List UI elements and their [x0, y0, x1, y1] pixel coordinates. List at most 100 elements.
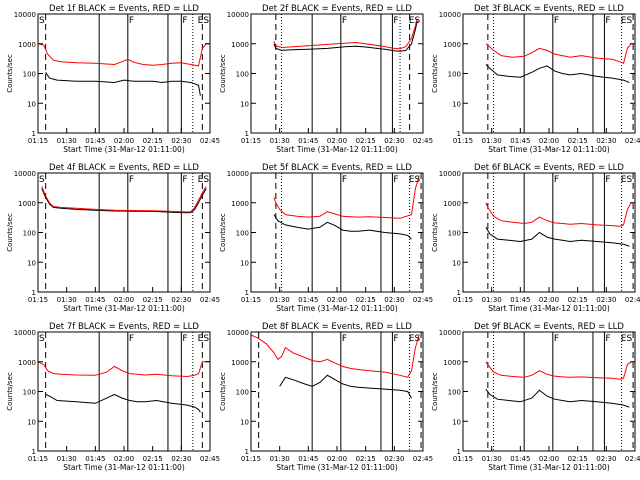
y-axis-label: Counts/sec	[219, 54, 227, 93]
y-tick-label: 1	[32, 130, 36, 138]
plot-frame	[37, 331, 211, 452]
y-tick-label: 10000	[227, 170, 249, 178]
series-events-line	[485, 388, 630, 408]
x-tick-label: 02:00	[114, 137, 134, 145]
y-tick-label: 1	[245, 289, 249, 297]
y-tick-label: 10	[240, 418, 249, 426]
marker-s: S	[203, 16, 209, 26]
x-axis-label: Start Time (31-Mar-12 01:11:00)	[488, 463, 610, 472]
marker-f: F	[129, 175, 134, 185]
y-tick-label: 10000	[439, 11, 461, 19]
y-tick-label: 1	[457, 289, 461, 297]
x-tick-label: 02:45	[625, 296, 640, 304]
panel-title: Det 1f BLACK = Events, RED = LLD	[49, 4, 199, 14]
x-tick-label: 01:45	[298, 137, 318, 145]
y-tick-label: 10000	[227, 329, 249, 337]
series-lld-line	[273, 18, 418, 50]
y-tick-label: 1	[457, 448, 461, 456]
y-axis-label: Counts/sec	[431, 372, 439, 411]
x-tick-label: 02:00	[114, 455, 134, 463]
marker-e: E	[409, 334, 415, 344]
x-tick-label: 01:15	[28, 137, 48, 145]
x-tick-label: 01:15	[241, 455, 261, 463]
y-tick-label: 100	[23, 230, 36, 238]
marker-f: F	[393, 334, 398, 344]
panel-title: Det 8f BLACK = Events, RED = LLD	[262, 322, 412, 332]
panel-det-4: Det 4f BLACK = Events, RED = LLD 1 10 100 10…	[6, 163, 220, 313]
panel-det-5: Det 5f BLACK = Events, RED = LLD 1 10 100 10…	[219, 163, 433, 313]
marker-f: F	[182, 16, 187, 26]
x-tick-label: 02:00	[539, 296, 559, 304]
x-tick-label: 02:30	[384, 137, 404, 145]
y-tick-label: 1	[32, 448, 36, 456]
x-tick-label: 02:45	[200, 455, 220, 463]
x-tick-label: 01:30	[482, 137, 502, 145]
x-tick-label: 02:30	[171, 296, 191, 304]
x-tick-label: 01:15	[241, 296, 261, 304]
plot-frame	[250, 331, 424, 452]
y-tick-label: 1000	[231, 359, 249, 367]
series-events-line	[279, 374, 412, 399]
y-tick-label: 10	[452, 259, 461, 267]
x-axis-label: Start Time (31-Mar-12 01:11:00)	[63, 145, 185, 154]
x-tick-label: 02:00	[327, 137, 347, 145]
x-tick-label: 02:30	[596, 455, 616, 463]
x-tick-label: 01:30	[57, 137, 77, 145]
x-tick-label: 01:45	[298, 455, 318, 463]
y-tick-label: 100	[448, 230, 461, 238]
x-tick-label: 01:45	[510, 455, 530, 463]
marker-s: S	[414, 16, 420, 26]
panel-det-3: Det 3f BLACK = Events, RED = LLD 1 10 100 10…	[431, 4, 640, 154]
x-tick-label: 02:00	[114, 296, 134, 304]
marker-f: F	[605, 175, 610, 185]
marker-f: F	[342, 16, 347, 26]
x-tick-label: 02:30	[384, 296, 404, 304]
marker-e: E	[198, 334, 204, 344]
x-axis-label: Start Time (31-Mar-12 01:11:00)	[488, 304, 610, 313]
x-tick-label: 02:30	[384, 455, 404, 463]
marker-f: F	[605, 334, 610, 344]
x-tick-label: 01:45	[85, 137, 105, 145]
series-lld-line	[250, 334, 420, 378]
y-tick-label: 100	[23, 71, 36, 79]
y-axis-label: Counts/sec	[6, 54, 14, 93]
y-tick-label: 100	[448, 71, 461, 79]
x-tick-label: 01:15	[453, 455, 473, 463]
x-tick-label: 02:15	[143, 137, 163, 145]
y-tick-label: 1000	[443, 41, 461, 49]
y-tick-label: 1000	[18, 359, 36, 367]
x-tick-label: 02:15	[356, 455, 376, 463]
y-tick-label: 1000	[443, 200, 461, 208]
x-axis-label: Start Time (31-Mar-12 01:11:00)	[63, 304, 185, 313]
marker-s: S	[203, 175, 209, 185]
plot-frame	[250, 13, 424, 134]
marker-f: F	[182, 175, 187, 185]
x-tick-label: 02:15	[568, 137, 588, 145]
x-tick-label: 01:30	[482, 455, 502, 463]
marker-e: E	[409, 175, 415, 185]
marker-f: F	[393, 175, 398, 185]
y-tick-label: 10	[240, 100, 249, 108]
x-tick-label: 01:30	[270, 137, 290, 145]
y-tick-label: 1000	[231, 41, 249, 49]
marker-s: S	[626, 175, 632, 185]
y-tick-label: 10	[27, 259, 36, 267]
marker-s: S	[626, 334, 632, 344]
x-tick-label: 02:15	[568, 296, 588, 304]
x-tick-label: 02:45	[625, 137, 640, 145]
y-tick-label: 100	[23, 389, 36, 397]
x-tick-label: 02:45	[200, 296, 220, 304]
x-tick-label: 02:45	[413, 455, 433, 463]
y-axis-label: Counts/sec	[219, 372, 227, 411]
marker-e: E	[198, 16, 204, 26]
series-lld-line	[485, 202, 632, 227]
series-events-line	[45, 72, 201, 96]
x-tick-label: 02:00	[539, 455, 559, 463]
y-tick-label: 1	[245, 130, 249, 138]
series-events-line	[485, 227, 630, 247]
marker-e: E	[621, 16, 627, 26]
x-tick-label: 02:30	[596, 296, 616, 304]
y-axis-label: Counts/sec	[6, 372, 14, 411]
x-tick-label: 01:30	[482, 296, 502, 304]
panel-title: Det 6f BLACK = Events, RED = LLD	[474, 163, 624, 173]
